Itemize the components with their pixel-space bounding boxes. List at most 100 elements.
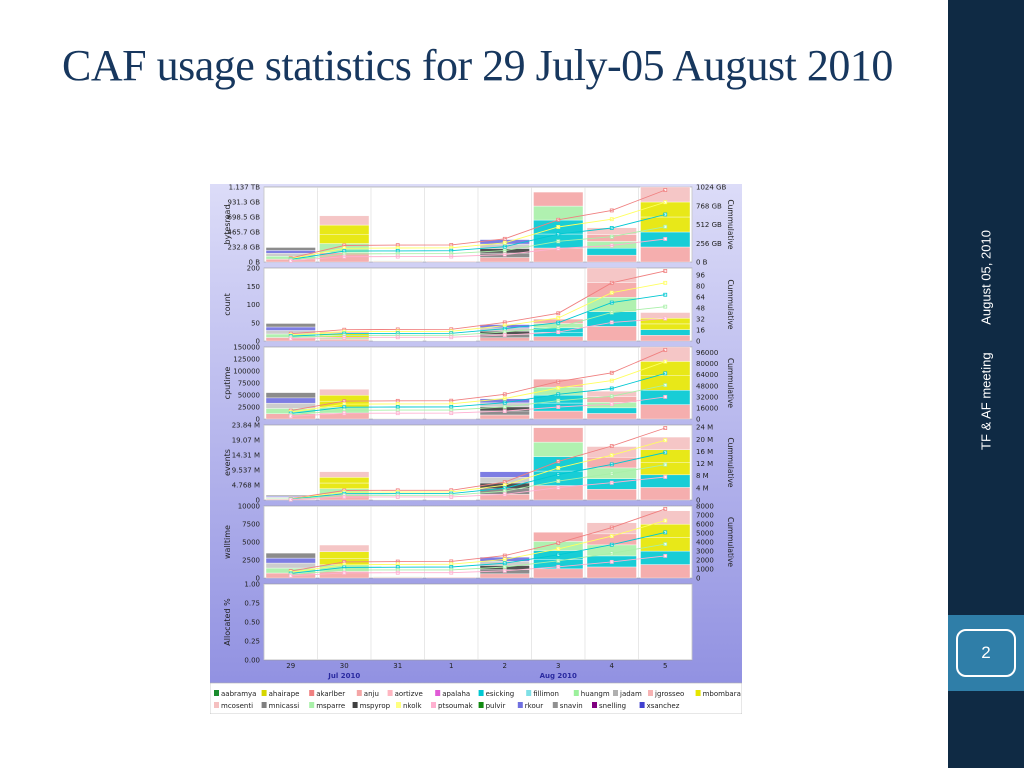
bar-segment [586,566,637,579]
cumulative-line [290,270,666,335]
cumulative-line [290,531,666,574]
legend-label: mbombara [703,690,741,698]
cumulative-line [290,201,666,260]
bar-segment [640,335,691,342]
panel-left-tick-label: 150 [247,283,260,291]
panel-right-tick-label: 0 [696,575,700,583]
bar-segment [586,248,637,256]
panel-right-tick-label: 64000 [696,371,718,379]
cumulative-line [290,282,666,336]
legend-swatch [387,690,393,696]
panel-right-axis-label: Cummulative [726,199,735,249]
legend-swatch [261,690,267,696]
legend-label: jadam [619,690,642,698]
legend-label: mcosenti [221,702,253,710]
legend-swatch [261,702,267,708]
bar-segment [319,389,370,396]
panel-right-tick-label: 32 [696,315,705,323]
cumulative-line [290,520,666,573]
panel-left-tick-label: 0 [256,575,260,583]
x-tick-label: 30 [340,662,349,670]
legend-swatch [214,690,219,696]
usage-chart: 0 B 232.8 GB 465.7 GB 698.5 GB 931.3 GB 1.137… [210,184,742,714]
legend-swatch [639,702,645,708]
cumulative-line [290,372,666,414]
legend-label: rkour [525,702,543,710]
bar-segment [640,246,691,263]
panel-y-axis-label: bytesread [223,204,232,244]
bar-segment [533,568,584,579]
bar-segment [265,250,316,254]
legend-swatch [526,690,532,696]
panel-right-axis-label: Cummulative [726,437,735,487]
legend-swatch [435,690,441,696]
panel-right-tick-label: 24 M [696,424,713,432]
panel-left-tick-label: 0.50 [244,619,260,627]
cumulative-line [290,543,666,576]
bar-segment [640,329,691,336]
panel-left-tick-label: 465.7 GB [228,229,261,237]
panel-right-tick-label: 0 [696,497,700,505]
bar-segment [533,532,584,542]
panel-right-tick-label: 6000 [696,521,714,529]
bar-segment [479,471,530,478]
panel-right-tick-label: 4000 [696,539,714,547]
panel-left-tick-label: 0 [256,416,260,424]
legend-swatch [517,702,523,708]
page-number-box: 2 [948,615,1024,691]
bar-segment [479,257,530,263]
panel-left-tick-label: 0.25 [244,638,260,646]
bar-segment [640,404,691,420]
bar-segment [319,482,370,489]
bar-segment [265,557,316,564]
panel-left-tick-label: 931.3 GB [228,199,261,207]
bar-segment [426,261,477,263]
cumulative-line [290,452,666,500]
panel-left-tick-label: 9.537 M [232,467,260,475]
bar-segment [640,436,691,450]
bar-segment [265,323,316,328]
bar-segment [265,247,316,251]
legend-label: akarlber [316,690,345,698]
panel-left-tick-label: 2500 [242,557,260,565]
panel-left-tick-label: 23.84 M [232,422,260,430]
slide-title: CAF usage statistics for 29 July-05 Augu… [62,41,893,90]
cumulative-line [290,226,666,261]
legend-box [210,682,742,714]
panel-right-tick-label: 20 M [696,436,713,444]
panel-right-tick-label: 96000 [696,349,718,357]
legend-label: aabramya [221,690,256,698]
legend-swatch [309,690,315,696]
bar-segment [265,562,316,569]
panel-y-axis-label: walltime [223,525,232,559]
panel-y-axis-label: cputime [223,367,232,400]
panel-left-tick-label: 200 [247,265,260,273]
cumulative-line [290,306,666,338]
legend-swatch [592,702,597,708]
meeting-label: TF & AF meeting [978,352,994,450]
x-tick-label: 1 [449,662,453,670]
legend-swatch [431,702,436,708]
panel-right-tick-label: 7000 [696,512,714,520]
panel-right-tick-label: 5000 [696,530,714,538]
bar-segment [640,564,691,579]
bar-segment [640,487,691,501]
legend-label: huangm [581,690,610,698]
cumulative-line [290,361,666,413]
legend-label: fillimon [533,690,559,698]
panel-left-tick-label: 14.31 M [232,452,260,460]
panel-right-tick-label: 1024 GB [696,184,726,192]
legend-label: snelling [599,702,626,710]
bar-segment [319,551,370,559]
legend-swatch [648,690,653,696]
panel-right-tick-label: 48000 [696,382,718,390]
legend-label: xsanchez [647,702,680,710]
legend-label: mspyrop [360,702,391,710]
panel-right-tick-label: 0 [696,338,700,346]
legend-swatch [478,690,484,696]
cumulative-line [290,189,666,259]
bar-segment [372,576,423,578]
bar-segment [265,397,316,404]
panel-left-tick-label: 7500 [242,521,260,529]
bar-segment [533,427,584,443]
